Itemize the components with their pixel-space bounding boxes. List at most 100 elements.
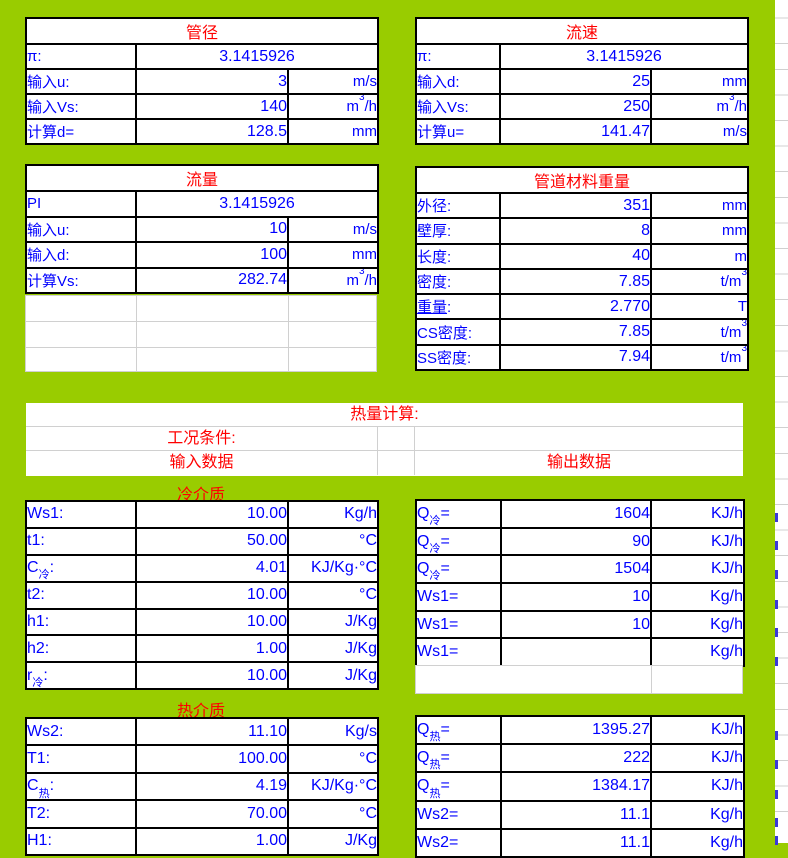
cell-label[interactable]: 输入d:: [415, 68, 501, 95]
cell-value[interactable]: 3: [135, 68, 289, 95]
cell-label[interactable]: 重量:: [415, 293, 501, 321]
cell-label[interactable]: Q冷=: [415, 526, 502, 557]
cell-value[interactable]: 11.1: [500, 799, 652, 830]
cell-label[interactable]: Q热=: [415, 743, 502, 774]
table-title[interactable]: 管径: [24, 17, 380, 45]
cell-value[interactable]: 1604: [500, 499, 652, 529]
cell-label[interactable]: 计算u=: [415, 118, 501, 145]
cell-value[interactable]: 141.47: [499, 118, 652, 145]
cell-value[interactable]: 40: [499, 242, 652, 270]
cell-value[interactable]: 1.00: [135, 826, 289, 856]
cell-unit[interactable]: T: [650, 293, 749, 321]
cell-unit[interactable]: Kg/h: [650, 637, 745, 668]
cell-unit[interactable]: KJ/h: [650, 526, 745, 557]
table-title[interactable]: 流量: [24, 164, 380, 192]
cell-value[interactable]: 25: [499, 68, 652, 95]
cell-value[interactable]: 100: [135, 241, 289, 269]
cell-value[interactable]: 128.5: [135, 118, 289, 145]
cell-value[interactable]: 90: [500, 526, 652, 557]
cell-value[interactable]: 1504: [500, 554, 652, 585]
cell-unit[interactable]: KJ/h: [650, 554, 745, 585]
cell-unit[interactable]: t/m3: [650, 318, 749, 346]
cell-unit[interactable]: m3/h: [286, 93, 380, 120]
cell-unit[interactable]: mm: [649, 68, 750, 95]
cell-unit[interactable]: Kg/h: [650, 582, 745, 612]
cell-unit[interactable]: m/s: [649, 118, 750, 145]
cell-value[interactable]: 8: [499, 217, 652, 245]
heat-calc-title-row[interactable]: 热量计算:: [26, 403, 743, 427]
cell-unit[interactable]: J/Kg: [287, 826, 379, 856]
cell-value[interactable]: 7.85: [499, 267, 652, 296]
cell-value[interactable]: 3.1415926: [134, 190, 380, 218]
cell-label[interactable]: SS密度:: [415, 343, 501, 372]
cell-unit[interactable]: KJ/h: [650, 743, 745, 774]
cell-value[interactable]: 282.74: [135, 266, 289, 294]
cell-value[interactable]: 7.85: [499, 318, 652, 346]
cell-label[interactable]: Ws2:: [25, 716, 137, 747]
cell-label[interactable]: Ws1=: [415, 609, 502, 640]
cell-unit[interactable]: m3/h: [286, 266, 380, 294]
table-title[interactable]: 流速: [414, 17, 750, 45]
cell-value[interactable]: 10.00: [135, 580, 289, 610]
cell-unit[interactable]: m/s: [286, 215, 380, 243]
cell-unit[interactable]: KJ/Kg·°C: [287, 553, 379, 583]
cell-unit[interactable]: m/s: [286, 68, 380, 95]
cell-value[interactable]: 4.01: [135, 553, 289, 583]
cell-value[interactable]: 1395.27: [500, 714, 652, 746]
cell-unit[interactable]: t/m3: [650, 343, 749, 372]
cell-label[interactable]: t1:: [25, 526, 137, 556]
cell-value[interactable]: 351: [499, 191, 652, 220]
cell-unit[interactable]: KJ/h: [650, 499, 745, 529]
cell-label[interactable]: PI: [25, 190, 137, 218]
cell-value[interactable]: 222: [500, 743, 652, 774]
empty-cells-area[interactable]: [25, 295, 377, 372]
cell-unit[interactable]: mm: [286, 118, 380, 145]
cell-value[interactable]: 11.10: [135, 716, 289, 747]
cell-label[interactable]: 壁厚:: [415, 217, 501, 245]
cell-label[interactable]: C冷:: [25, 553, 137, 583]
cell-unit[interactable]: Kg/h: [650, 799, 745, 830]
cell-unit[interactable]: mm: [650, 191, 749, 220]
cell-value[interactable]: 3.1415926: [134, 43, 380, 70]
cell-unit[interactable]: mm: [286, 241, 380, 269]
cell-unit[interactable]: KJ/h: [650, 714, 745, 746]
cell-label[interactable]: 计算Vs:: [25, 266, 137, 294]
cell-unit[interactable]: m3/h: [649, 93, 750, 120]
cell-value[interactable]: 3.1415926: [498, 43, 750, 70]
cell-unit[interactable]: °C: [287, 799, 379, 829]
cell-value[interactable]: 10: [500, 609, 652, 640]
empty-cells-area[interactable]: [415, 665, 743, 694]
cell-label[interactable]: 密度:: [415, 267, 501, 296]
cell-value[interactable]: 7.94: [499, 343, 652, 372]
cell-value[interactable]: [500, 637, 652, 668]
cell-label[interactable]: Q冷=: [415, 554, 502, 585]
cell-label[interactable]: 长度:: [415, 242, 501, 270]
cell-label[interactable]: π:: [25, 43, 137, 70]
cell-label[interactable]: 输入u:: [25, 68, 137, 95]
cell-value[interactable]: 1384.17: [500, 771, 652, 802]
cell-value[interactable]: 10.00: [135, 661, 289, 691]
cell-value[interactable]: 70.00: [135, 799, 289, 829]
cell-label[interactable]: Q热=: [415, 714, 502, 746]
cell-label[interactable]: Q冷=: [415, 499, 502, 529]
cell-unit[interactable]: °C: [287, 526, 379, 556]
cell-unit[interactable]: °C: [287, 580, 379, 610]
cell-value[interactable]: 10.00: [135, 607, 289, 637]
cell-label[interactable]: Ws2=: [415, 799, 502, 830]
cell-unit[interactable]: J/Kg: [287, 634, 379, 664]
cell-label[interactable]: 输入d:: [25, 241, 137, 269]
cell-unit[interactable]: Kg/s: [287, 716, 379, 747]
cell-label[interactable]: T2:: [25, 799, 137, 829]
data-headers-row[interactable]: 输入数据 输出数据: [26, 451, 743, 475]
cell-label[interactable]: CS密度:: [415, 318, 501, 346]
cell-unit[interactable]: J/Kg: [287, 661, 379, 691]
cell-unit[interactable]: J/Kg: [287, 607, 379, 637]
cell-label[interactable]: 输入Vs:: [25, 93, 137, 120]
cell-unit[interactable]: KJ/Kg·°C: [287, 771, 379, 802]
cell-label[interactable]: Ws1=: [415, 582, 502, 612]
cell-label[interactable]: t2:: [25, 580, 137, 610]
cell-unit[interactable]: Kg/h: [287, 500, 379, 529]
cell-unit[interactable]: KJ/h: [650, 771, 745, 802]
cell-label[interactable]: 输入u:: [25, 215, 137, 243]
cell-label[interactable]: Q热=: [415, 771, 502, 802]
